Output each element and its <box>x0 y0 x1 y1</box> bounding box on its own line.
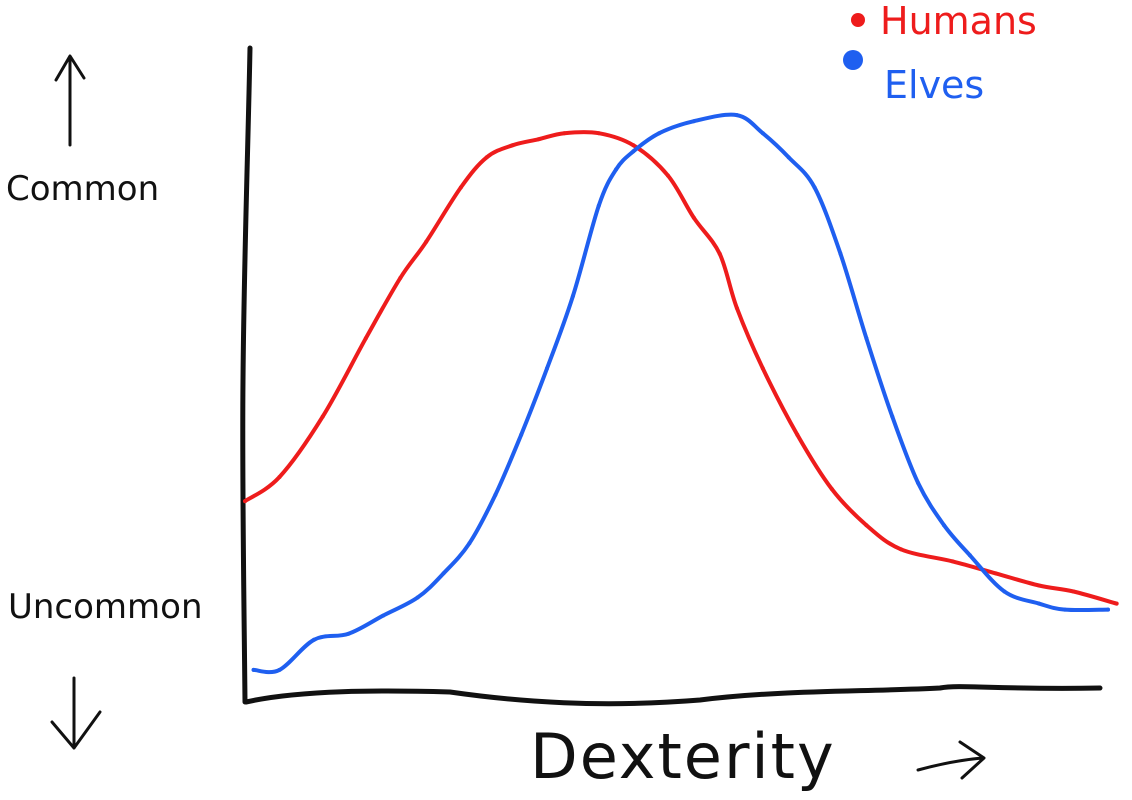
data-point-elves-13 <box>614 167 619 172</box>
data-point-elves-29 <box>1062 607 1067 612</box>
data-point-humans-14 <box>691 215 696 220</box>
up-arrow-icon <box>54 54 86 147</box>
data-point-humans-2 <box>320 414 325 419</box>
data-point-elves-16 <box>691 119 696 124</box>
data-point-humans-15 <box>717 251 722 256</box>
data-point-elves-27 <box>1002 589 1007 594</box>
x-axis-line <box>243 684 1103 707</box>
data-point-humans-12 <box>631 143 636 148</box>
data-point-elves-11 <box>570 294 575 299</box>
data-point-humans-3 <box>363 336 368 341</box>
legend: Humans Elves <box>843 0 1037 107</box>
data-point-humans-20 <box>864 523 869 528</box>
data-point-humans-17 <box>760 366 765 371</box>
data-point-humans-8 <box>510 143 515 148</box>
down-arrow-icon <box>50 676 102 750</box>
data-point-elves-3 <box>346 631 351 636</box>
legend-label-elves: Elves <box>884 63 984 107</box>
data-point-humans-13 <box>665 173 670 178</box>
data-point-elves-14 <box>631 149 636 154</box>
data-point-elves-10 <box>545 366 549 371</box>
data-point-elves-0 <box>251 667 256 672</box>
data-point-elves-21 <box>838 251 843 256</box>
data-point-elves-1 <box>277 667 282 672</box>
data-point-elves-15 <box>657 131 662 136</box>
data-point-humans-23 <box>993 571 998 576</box>
data-point-elves-22 <box>864 336 869 341</box>
data-point-elves-26 <box>967 553 972 558</box>
legend-label-humans: Humans <box>880 0 1037 43</box>
data-point-elves-20 <box>812 185 817 190</box>
y-label-uncommon: Uncommon <box>8 587 203 627</box>
legend-marker-humans <box>851 13 865 27</box>
data-point-elves-17 <box>734 113 739 118</box>
data-point-humans-18 <box>795 432 800 437</box>
data-point-humans-6 <box>458 185 463 190</box>
data-point-humans-24 <box>1037 583 1041 588</box>
data-point-elves-12 <box>596 203 601 208</box>
data-point-humans-1 <box>277 475 282 479</box>
data-point-humans-26 <box>1114 601 1119 606</box>
data-point-humans-22 <box>950 559 955 564</box>
data-point-humans-25 <box>1071 589 1076 594</box>
data-point-elves-30 <box>1106 607 1110 612</box>
data-point-elves-25 <box>942 523 946 528</box>
series-layer <box>243 112 1119 675</box>
data-point-humans-5 <box>424 239 429 244</box>
data-point-elves-19 <box>786 155 791 160</box>
data-point-elves-9 <box>519 432 524 437</box>
data-point-elves-23 <box>890 414 895 419</box>
data-point-elves-24 <box>916 481 921 485</box>
data-point-humans-16 <box>734 306 739 311</box>
data-point-elves-28 <box>1037 601 1041 606</box>
data-point-humans-7 <box>484 155 489 160</box>
data-point-humans-9 <box>536 137 541 142</box>
data-point-humans-0 <box>243 499 247 504</box>
series-line-humans <box>243 130 1119 606</box>
data-point-elves-2 <box>312 637 316 642</box>
x-axis-label: Dexterity <box>530 720 836 793</box>
data-point-humans-10 <box>562 131 567 136</box>
data-point-humans-4 <box>398 276 403 280</box>
data-point-elves-6 <box>441 571 446 576</box>
data-point-elves-7 <box>467 541 472 546</box>
data-point-humans-19 <box>829 487 834 491</box>
data-point-humans-11 <box>596 131 601 136</box>
legend-marker-elves <box>843 50 863 70</box>
data-point-elves-8 <box>493 493 498 497</box>
y-axis-line <box>240 45 253 705</box>
y-label-common: Common <box>6 169 159 209</box>
right-arrow-icon <box>916 740 986 780</box>
data-point-elves-5 <box>415 595 420 600</box>
data-point-elves-4 <box>381 613 386 618</box>
data-point-elves-18 <box>760 131 765 136</box>
data-point-humans-21 <box>898 547 903 552</box>
